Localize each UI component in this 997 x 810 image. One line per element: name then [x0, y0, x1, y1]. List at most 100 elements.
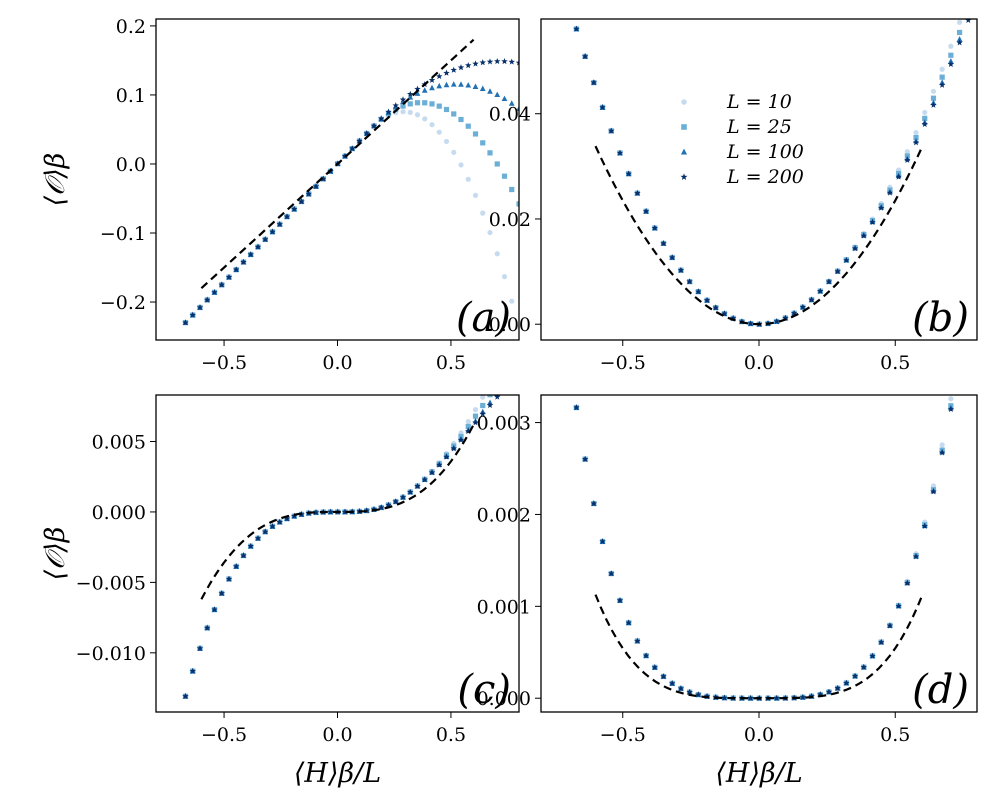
legend-marker	[680, 173, 688, 180]
data-point	[211, 606, 218, 613]
data-point	[349, 145, 356, 152]
data-point	[480, 210, 486, 216]
x-tick-label: −0.5	[600, 724, 646, 746]
x-tick-label: −0.5	[600, 352, 646, 374]
data-point	[414, 482, 421, 489]
data-point	[276, 518, 283, 525]
data-point	[502, 370, 507, 375]
data-point	[895, 602, 902, 609]
data-point	[480, 395, 486, 400]
data-point	[378, 504, 385, 511]
data-point	[262, 528, 269, 535]
data-point	[465, 423, 471, 430]
data-point	[465, 418, 471, 425]
x-axis-label: ⟨H⟩β/L	[715, 758, 802, 789]
data-point	[922, 115, 928, 121]
data-point	[312, 509, 320, 516]
data-point	[965, 19, 972, 23]
data-point	[782, 314, 789, 321]
data-point	[921, 120, 928, 127]
data-point	[407, 109, 413, 115]
data-point	[651, 663, 659, 671]
y-tick-label: 0.003	[477, 413, 531, 435]
data-point	[895, 173, 902, 180]
data-point	[218, 281, 225, 288]
data-point	[509, 186, 515, 193]
data-point	[291, 205, 298, 212]
data-point	[878, 638, 885, 645]
data-point	[457, 64, 465, 71]
data-point	[428, 76, 436, 83]
data-point	[922, 109, 928, 116]
data-point	[472, 407, 479, 413]
data-point	[965, 13, 971, 18]
data-point	[458, 81, 464, 87]
data-point	[421, 476, 428, 483]
data-point	[494, 57, 501, 65]
series-group	[573, 13, 972, 327]
data-point	[429, 101, 435, 107]
data-point	[451, 111, 457, 117]
series-l25	[182, 100, 519, 326]
data-point	[904, 579, 911, 586]
data-point	[669, 254, 676, 261]
data-point	[247, 251, 254, 258]
data-point	[851, 245, 859, 252]
data-point	[450, 81, 457, 87]
data-point	[956, 19, 963, 25]
data-point	[451, 149, 457, 155]
y-tick-label: −0.005	[76, 572, 146, 594]
data-point	[843, 256, 850, 264]
data-point	[494, 395, 501, 400]
data-point	[341, 508, 349, 515]
data-point	[516, 105, 519, 111]
data-point	[458, 116, 464, 123]
data-point	[799, 693, 807, 700]
data-point	[502, 382, 508, 387]
data-point	[825, 278, 833, 285]
data-point	[472, 83, 479, 89]
data-point	[642, 207, 650, 215]
data-point	[956, 36, 963, 42]
data-point	[399, 96, 407, 103]
legend-marker	[681, 99, 687, 105]
data-point	[509, 373, 515, 378]
data-point	[247, 542, 254, 549]
data-point	[429, 84, 435, 91]
data-point	[817, 287, 824, 294]
data-point	[356, 137, 363, 144]
data-point	[370, 506, 378, 513]
data-point	[502, 354, 507, 359]
x-tick-label: −0.5	[201, 724, 247, 746]
legend-marker	[680, 148, 688, 155]
data-point	[436, 461, 443, 468]
data-point	[189, 667, 196, 674]
data-point	[947, 60, 955, 68]
data-point	[825, 688, 833, 695]
data-point	[516, 201, 519, 207]
data-point	[233, 266, 240, 273]
data-point	[312, 183, 320, 190]
data-point	[458, 162, 464, 168]
legend-entry: L = 200	[726, 166, 804, 188]
data-point	[938, 449, 946, 456]
x-tick-label: 0.5	[880, 352, 910, 374]
series-group	[573, 396, 955, 701]
data-point	[487, 229, 493, 236]
data-point	[790, 309, 798, 317]
data-point	[479, 59, 486, 66]
data-point	[443, 453, 450, 460]
data-point	[642, 652, 650, 659]
data-point	[501, 273, 508, 280]
data-point	[400, 109, 406, 115]
y-axis-label: ⟨𝒪⟩β	[40, 153, 71, 207]
data-point	[599, 104, 606, 111]
data-point	[465, 62, 472, 69]
panel-label: (a)	[456, 295, 511, 341]
data-point	[407, 94, 414, 100]
data-point	[182, 692, 189, 699]
y-tick-label: 0.001	[477, 596, 531, 618]
data-point	[269, 522, 276, 530]
data-point	[729, 314, 737, 322]
data-point	[930, 95, 937, 101]
